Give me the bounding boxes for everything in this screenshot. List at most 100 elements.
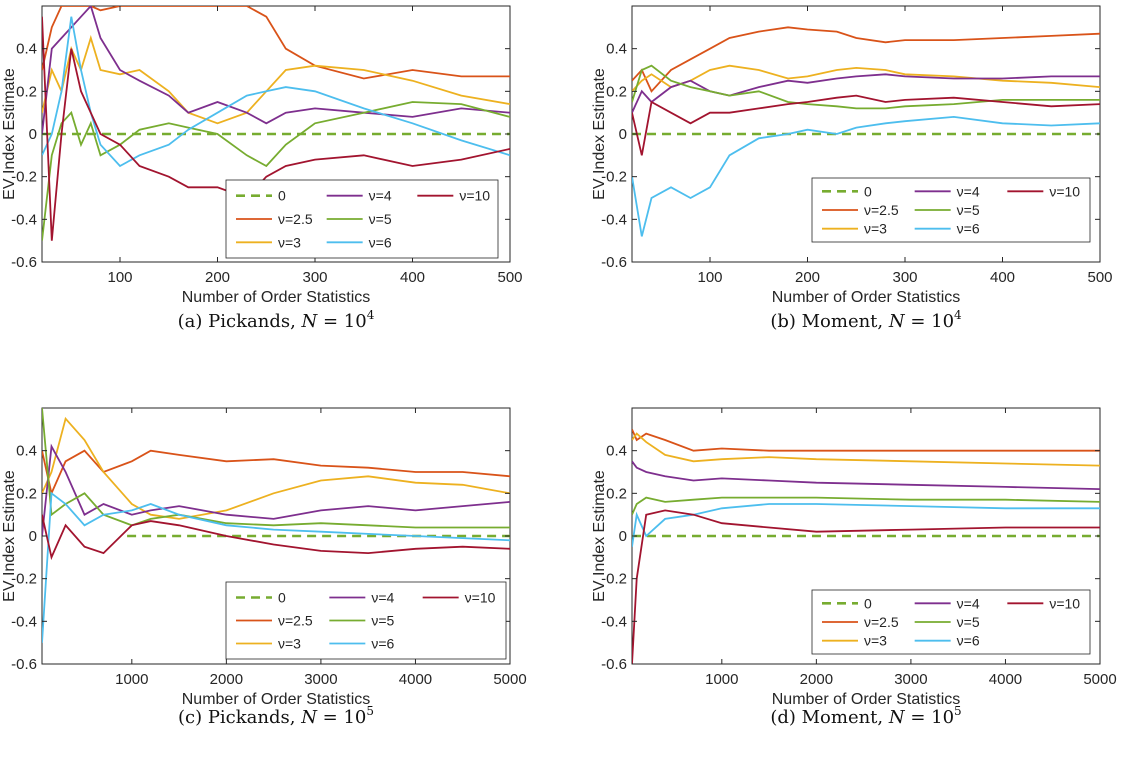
series-line-nu25 [42, 449, 510, 497]
legend-label-nu10: ν=10 [465, 590, 496, 606]
series-line-nu3 [42, 416, 510, 520]
x-tick-label: 5000 [493, 671, 526, 688]
legend: 0 ν=2.5 ν=3 ν=4 ν=5 ν=6 ν=10 [225, 179, 499, 259]
series-line-nu10 [632, 509, 1100, 664]
legend: 0 ν=2.5 ν=3 ν=4 ν=5 ν=6 ν=10 [811, 589, 1091, 655]
legend-box [811, 589, 1091, 655]
caption-n: N [301, 311, 319, 332]
x-tick-label: 300 [892, 269, 917, 286]
series-line-nu6 [42, 16, 510, 168]
legend-label-nu10: ν=10 [1049, 595, 1080, 611]
legend: 0 ν=2.5 ν=3 ν=4 ν=5 ν=6 ν=10 [225, 581, 507, 660]
y-tick-label: -0.6 [601, 254, 627, 271]
x-tick-label: 500 [1087, 269, 1112, 286]
legend: 0 ν=2.5 ν=3 ν=4 ν=5 ν=6 ν=10 [811, 177, 1091, 243]
legend-label-nu5: ν=5 [369, 211, 392, 227]
legend-box [811, 177, 1091, 243]
series-line-nu25 [42, 6, 510, 80]
caption-eq: = 10 [905, 707, 954, 728]
legend-label-nu25: ν=2.5 [278, 613, 313, 629]
legend-label-nu6: ν=6 [957, 221, 980, 237]
caption-text: (b) Moment, [770, 311, 889, 332]
y-tick-label: 0 [619, 126, 627, 143]
legend-label-nu10: ν=10 [459, 188, 490, 204]
caption-exponent: 4 [367, 308, 375, 322]
x-tick-label: 400 [400, 269, 425, 286]
caption-text: (d) Moment, [770, 707, 889, 728]
series-line-nu5 [42, 101, 510, 241]
y-tick-label: 0.2 [606, 83, 627, 100]
series-line-nu10 [632, 94, 1100, 156]
x-tick-label: 100 [107, 269, 132, 286]
legend-label-nu3: ν=3 [864, 221, 887, 237]
legend-label-nu5: ν=5 [957, 202, 980, 218]
x-tick-label: 5000 [1083, 671, 1116, 688]
y-tick-label: -0.2 [601, 571, 627, 588]
x-tick-label: 2000 [210, 671, 243, 688]
y-tick-label: -0.6 [11, 254, 37, 271]
y-tick-label: -0.4 [601, 613, 627, 630]
caption-exponent: 5 [366, 704, 374, 718]
series-line-nu4 [632, 73, 1100, 114]
legend-label-nu3: ν=3 [278, 636, 301, 652]
x-tick-label: 3000 [894, 671, 927, 688]
legend-label-0: 0 [864, 595, 872, 611]
x-axis-label: Number of Order Statistics [182, 289, 371, 306]
y-tick-label: 0.4 [606, 41, 627, 58]
caption-text: (c) Pickands, [178, 707, 301, 728]
y-axis-label: EV Index Estimate [1, 68, 18, 200]
legend-label-0: 0 [278, 188, 286, 204]
legend-label-nu25: ν=2.5 [864, 202, 899, 218]
y-tick-label: 0.4 [606, 443, 627, 460]
legend-label-nu6: ν=6 [369, 234, 392, 250]
series-line-nu25 [632, 428, 1100, 452]
x-tick-label: 1000 [115, 671, 148, 688]
x-tick-label: 200 [205, 269, 230, 286]
legend-label-nu25: ν=2.5 [864, 614, 899, 630]
series-line-nu6 [632, 503, 1100, 547]
y-tick-label: -0.2 [601, 169, 627, 186]
legend-label-0: 0 [864, 183, 872, 199]
x-tick-label: 500 [497, 269, 522, 286]
x-axis-label: Number of Order Statistics [182, 691, 371, 708]
caption-text: (a) Pickands, [178, 311, 302, 332]
y-tick-label: -0.4 [11, 613, 37, 630]
y-tick-label: -0.6 [11, 656, 37, 673]
legend-label-nu5: ν=5 [371, 613, 394, 629]
series-line-nu25 [632, 26, 1100, 93]
legend-label-nu4: ν=4 [371, 590, 394, 606]
caption-n: N [300, 707, 318, 728]
y-tick-label: 0.2 [606, 485, 627, 502]
x-tick-label: 4000 [399, 671, 432, 688]
legend-label-nu6: ν=6 [371, 636, 394, 652]
x-tick-label: 3000 [304, 671, 337, 688]
series-line-nu3 [632, 432, 1100, 467]
x-tick-label: 4000 [989, 671, 1022, 688]
y-tick-label: -0.6 [601, 656, 627, 673]
x-axis-label: Number of Order Statistics [772, 289, 961, 306]
x-tick-label: 100 [697, 269, 722, 286]
x-tick-label: 300 [302, 269, 327, 286]
legend-label-nu5: ν=5 [957, 614, 980, 630]
y-tick-label: 0.2 [16, 83, 37, 100]
y-tick-label: -0.4 [11, 211, 37, 228]
series-line-nu6 [42, 491, 510, 643]
panel-caption: (c) Pickands, N = 105 [178, 704, 374, 728]
caption-n: N [888, 311, 906, 332]
legend-label-nu4: ν=4 [957, 595, 980, 611]
series-line-nu10 [42, 514, 510, 561]
y-axis-label: EV Index Estimate [591, 68, 608, 200]
y-tick-label: -0.4 [601, 211, 627, 228]
chart-panel-d: 1000 2000 3000 4000 5000 -0.6 -0.4 -0.2 0 0.2 0.4 N… [591, 407, 1117, 728]
legend-label-nu3: ν=3 [864, 633, 887, 649]
y-tick-label: 0 [29, 528, 37, 545]
x-tick-label: 400 [990, 269, 1015, 286]
caption-exponent: 4 [954, 308, 962, 322]
legend-label-0: 0 [278, 590, 286, 606]
caption-exponent: 5 [954, 704, 962, 718]
legend-label-nu10: ν=10 [1049, 183, 1080, 199]
chart-panel-c: 1000 2000 3000 4000 5000 -0.6 -0.4 -0.2 0 0.2 0.4 N… [1, 407, 527, 728]
caption-eq: = 10 [317, 311, 366, 332]
x-tick-label: 2000 [800, 671, 833, 688]
